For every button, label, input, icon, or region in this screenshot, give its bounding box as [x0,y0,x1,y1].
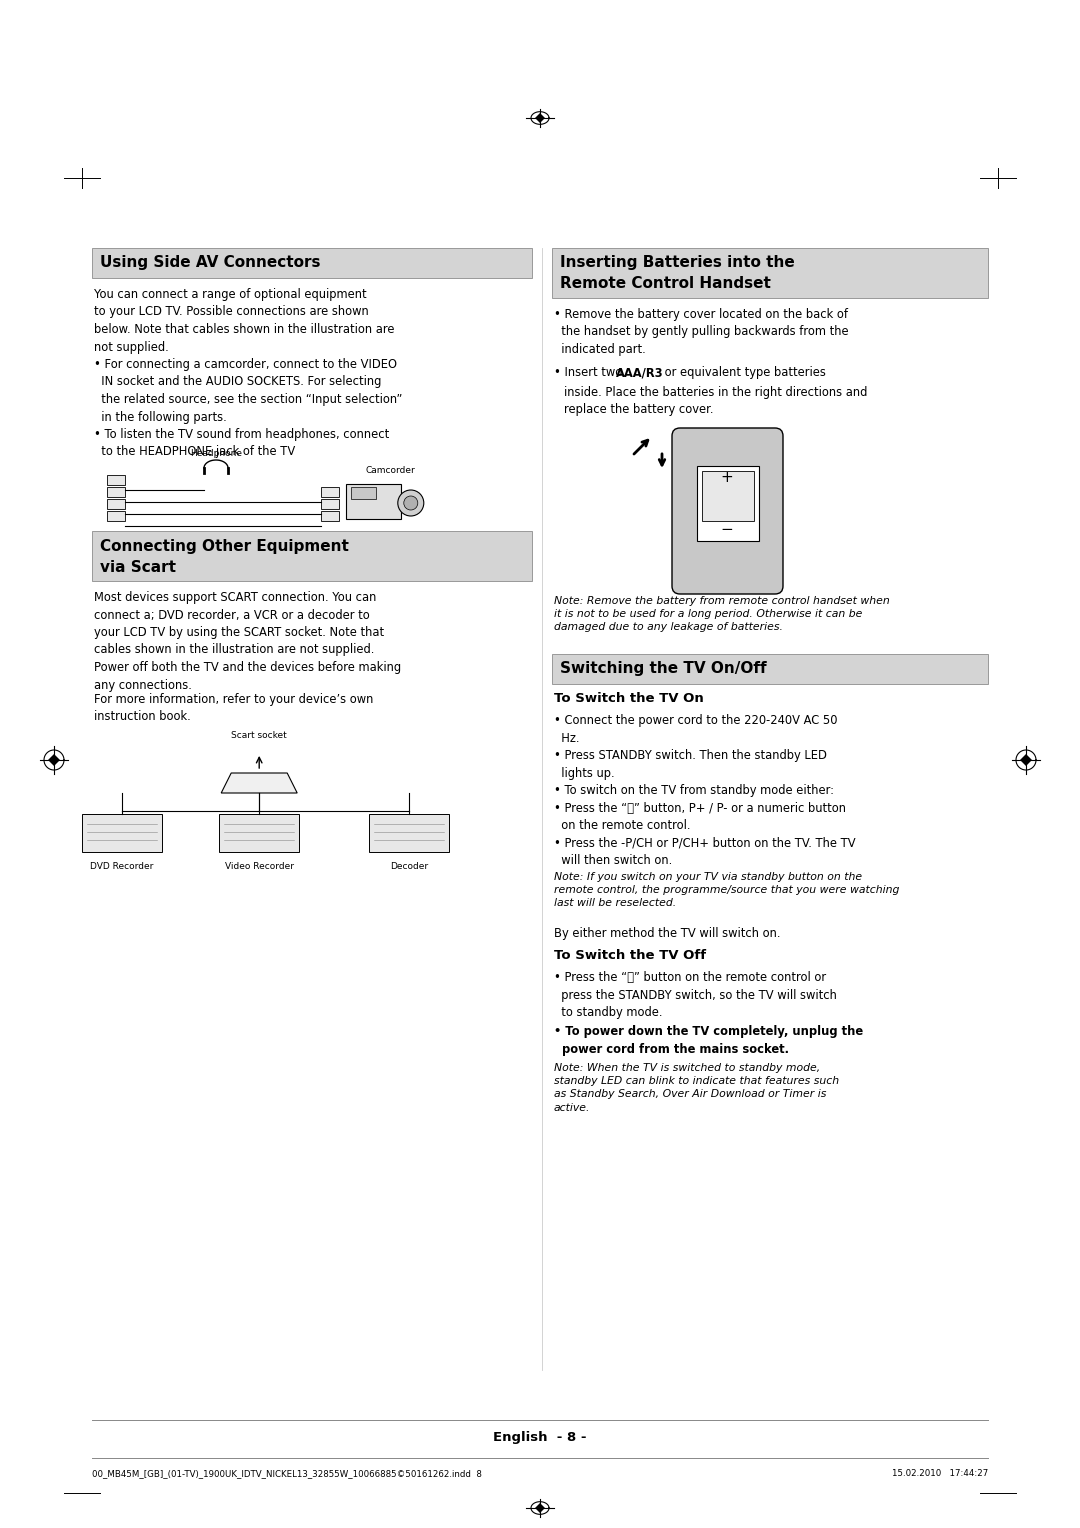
Text: inside. Place the batteries in the right directions and
replace the battery cove: inside. Place the batteries in the right… [564,387,867,417]
Text: By either method the TV will switch on.: By either method the TV will switch on. [554,927,781,940]
FancyBboxPatch shape [672,428,783,594]
Bar [107,510,125,521]
Text: Using Side AV Connectors: Using Side AV Connectors [100,255,321,270]
Bar [107,487,125,497]
Text: 00_MB45M_[GB]_(01-TV)_1900UK_IDTV_NICKEL13_32855W_10066885©50161262.indd  8: 00_MB45M_[GB]_(01-TV)_1900UK_IDTV_NICKEL… [92,1470,482,1479]
Text: AAA/R3: AAA/R3 [616,367,663,379]
Text: Video Recorder: Video Recorder [225,862,294,871]
Polygon shape [48,753,60,766]
Bar [697,466,759,541]
Text: or equivalent type batteries: or equivalent type batteries [661,367,826,379]
Text: via Scart: via Scart [100,559,176,575]
Text: Camcorder: Camcorder [366,466,416,475]
Polygon shape [535,113,545,122]
Text: DVD Recorder: DVD Recorder [91,862,153,871]
Bar [321,487,339,497]
Bar [82,814,162,853]
Text: Note: When the TV is switched to standby mode,
standby LED can blink to indicate: Note: When the TV is switched to standby… [554,1063,839,1112]
Text: Decoder: Decoder [390,862,428,871]
Bar [368,814,449,853]
Text: To Switch the TV Off: To Switch the TV Off [554,949,706,963]
Text: For more information, refer to your device’s own
instruction book.: For more information, refer to your devi… [94,694,374,723]
Bar [351,487,376,500]
Text: +: + [720,471,733,486]
Text: Note: Remove the battery from remote control handset when
it is not to be used f: Note: Remove the battery from remote con… [554,596,890,633]
Polygon shape [221,773,297,793]
Text: • To power down the TV completely, unplug the
  power cord from the mains socket: • To power down the TV completely, unplu… [554,1025,863,1056]
Text: Switching the TV On/Off: Switching the TV On/Off [561,662,767,677]
Text: To Switch the TV On: To Switch the TV On [554,692,704,704]
Bar [552,654,988,685]
Text: Connecting Other Equipment: Connecting Other Equipment [100,538,349,553]
Text: Scart socket: Scart socket [231,730,287,740]
Text: −: − [720,521,733,536]
Text: Inserting Batteries into the: Inserting Batteries into the [561,255,795,270]
Bar [346,484,401,520]
Bar [702,471,754,521]
Text: Headphone: Headphone [190,449,242,458]
Polygon shape [1020,753,1032,766]
Text: • Insert two: • Insert two [554,367,626,379]
Text: Most devices support SCART connection. You can
connect a; DVD recorder, a VCR or: Most devices support SCART connection. Y… [94,591,401,692]
Text: Note: If you switch on your TV via standby button on the
remote control, the pro: Note: If you switch on your TV via stand… [554,872,900,909]
Text: • Remove the battery cover located on the back of
  the handset by gently pullin: • Remove the battery cover located on th… [554,309,849,356]
Circle shape [397,490,423,516]
Bar [552,248,988,298]
Bar [219,814,299,853]
Text: • Connect the power cord to the 220-240V AC 50
  Hz.
• Press STANDBY switch. The: • Connect the power cord to the 220-240V… [554,714,855,866]
Text: 15.02.2010   17:44:27: 15.02.2010 17:44:27 [892,1470,988,1479]
Text: Remote Control Handset: Remote Control Handset [561,277,771,292]
Bar [107,500,125,509]
Text: You can connect a range of optional equipment
to your LCD TV. Possible connectio: You can connect a range of optional equi… [94,287,403,458]
Text: English  - 8 -: English - 8 - [494,1432,586,1444]
Polygon shape [535,1504,545,1513]
Bar [321,500,339,509]
Circle shape [404,497,418,510]
Bar [92,248,532,278]
Bar [321,510,339,521]
Bar [107,475,125,484]
Bar [92,532,532,581]
Text: • Press the “⏻” button on the remote control or
  press the STANDBY switch, so t: • Press the “⏻” button on the remote con… [554,970,837,1019]
